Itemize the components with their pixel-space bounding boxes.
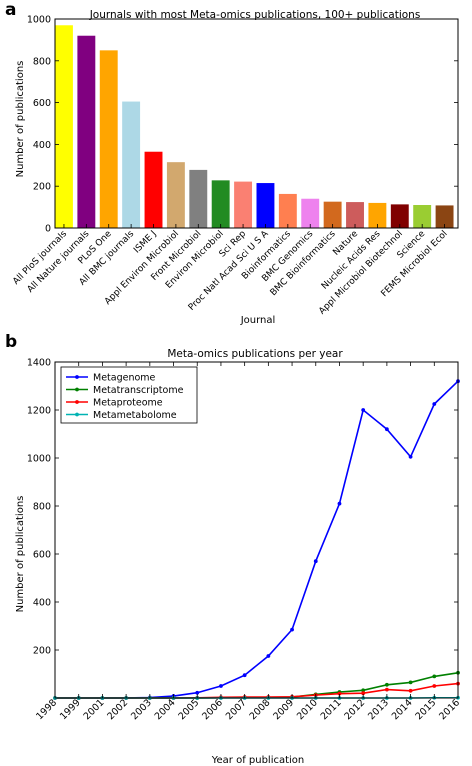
bar-6 bbox=[166, 162, 185, 228]
bar-y-tick-label: 1000 bbox=[27, 15, 51, 26]
bar-14 bbox=[346, 202, 364, 228]
bar-y-tick-label: 400 bbox=[33, 140, 51, 151]
bar-10 bbox=[256, 183, 275, 228]
bar-chart-title: Journals with most Meta-omics publicatio… bbox=[89, 9, 421, 21]
bar-15 bbox=[368, 202, 387, 228]
bar-3 bbox=[99, 50, 118, 228]
bar-11 bbox=[278, 193, 297, 228]
panel-b-letter: b bbox=[5, 332, 18, 352]
bar-y-tick-label: 600 bbox=[33, 98, 51, 109]
bar-5 bbox=[144, 151, 163, 228]
bar-y-tick-label: 800 bbox=[33, 56, 51, 67]
bar-y-tick-label: 200 bbox=[33, 182, 51, 193]
bar-18 bbox=[435, 205, 454, 228]
bar-12 bbox=[301, 198, 320, 228]
bar-2 bbox=[77, 35, 96, 228]
bar-17 bbox=[413, 205, 432, 228]
bar-chart-y-label: Number of publications bbox=[15, 61, 26, 178]
bar-13 bbox=[323, 201, 342, 228]
bar-8 bbox=[211, 180, 230, 228]
bar-7 bbox=[189, 169, 208, 228]
bar-y-tick-label: 0 bbox=[45, 224, 51, 235]
bar-16 bbox=[390, 204, 409, 228]
bar-plot-frame bbox=[54, 18, 459, 229]
bar-4 bbox=[122, 101, 141, 228]
bar-9 bbox=[234, 181, 253, 228]
bar-1 bbox=[55, 25, 73, 228]
panel-a-letter: a bbox=[5, 0, 17, 20]
bar-chart-x-label: Journal bbox=[240, 315, 276, 326]
